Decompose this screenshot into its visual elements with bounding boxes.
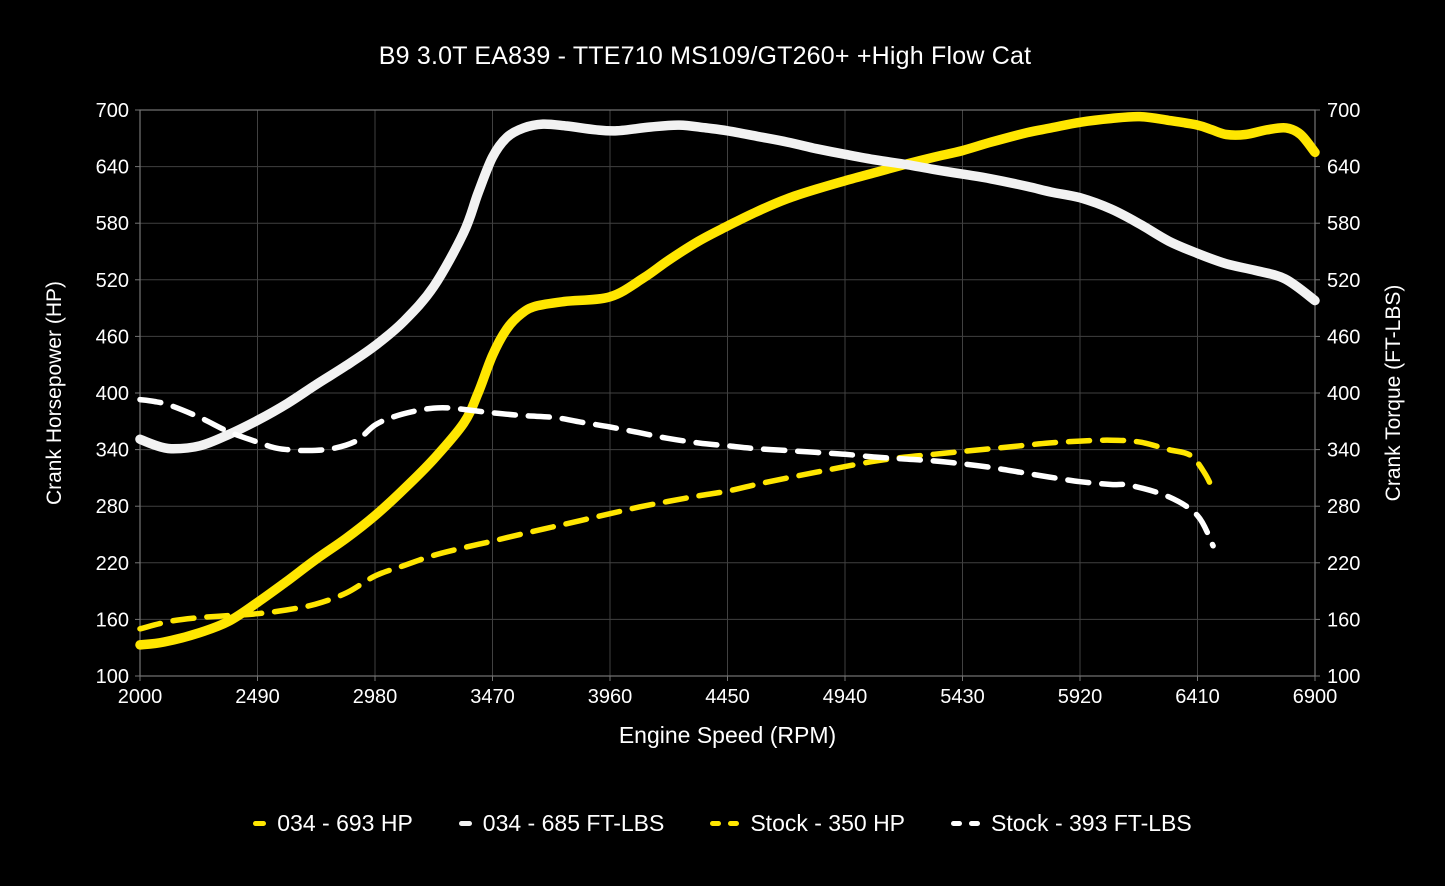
y-tick-label-left: 520: [96, 270, 129, 292]
y-tick-label-left: 580: [96, 213, 129, 235]
y-tick-label-right: 100: [1327, 666, 1360, 688]
y-tick-label-left: 100: [96, 666, 129, 688]
legend-marker-dashed-white: [951, 821, 981, 826]
plot-border: [139, 109, 1316, 677]
legend-label: 034 - 693 HP: [277, 810, 413, 836]
x-tick-label: 5920: [1058, 686, 1103, 708]
legend-label: Stock - 393 FT-LBS: [991, 810, 1192, 836]
y-tick-label-left: 460: [96, 326, 129, 348]
x-tick-label: 2490: [235, 686, 280, 708]
legend-item-stock-hp: Stock - 350 HP: [710, 810, 905, 837]
x-tick-label: 2000: [118, 686, 163, 708]
y-tick-label-right: 220: [1327, 553, 1360, 575]
chart-title: B9 3.0T EA839 - TTE710 MS109/GT260+ +Hig…: [378, 42, 1032, 70]
curve-034-685-ft-lbs: [135, 119, 1320, 454]
x-tick-label: 2980: [353, 686, 398, 708]
y-tick-label-right: 280: [1327, 496, 1360, 518]
y-tick-label-right: 520: [1327, 270, 1360, 292]
curve-034-693-hp: [135, 111, 1320, 650]
x-tick-label: 4450: [705, 686, 750, 708]
y-tick-label-right: 460: [1327, 326, 1360, 348]
legend-item-stock-torque: Stock - 393 FT-LBS: [951, 810, 1192, 837]
legend-label: Stock - 350 HP: [750, 810, 906, 836]
y-tick-label-left: 640: [96, 157, 129, 179]
y-tick-label-left: 340: [96, 440, 129, 462]
x-axis-label: Engine Speed (RPM): [618, 722, 837, 748]
x-tick-label: 4940: [823, 686, 868, 708]
y-tick-label-right: 400: [1327, 383, 1360, 405]
y-tick-label-right: 640: [1327, 157, 1360, 179]
x-tick-label: 6410: [1175, 686, 1220, 708]
y-tick-label-right: 580: [1327, 213, 1360, 235]
y-tick-label-right: 700: [1327, 100, 1360, 122]
y-tick-label-right: 340: [1327, 440, 1360, 462]
y-tick-label-right: 160: [1327, 609, 1360, 631]
x-tick-label: 3960: [588, 686, 633, 708]
y-tick-label-left: 160: [96, 609, 129, 631]
legend-marker-solid-white: [458, 821, 472, 826]
legend-marker-dashed-yellow: [710, 821, 740, 826]
y-tick-label-left: 700: [96, 100, 129, 122]
legend-item-034-hp: 034 - 693 HP: [253, 810, 413, 837]
y-tick-label-left: 400: [96, 383, 129, 405]
y-tick-label-left: 220: [96, 553, 129, 575]
x-tick-label: 3470: [470, 686, 515, 708]
curve-stock-393-ft-lbs: [137, 396, 1216, 549]
legend-label: 034 - 685 FT-LBS: [482, 810, 665, 836]
x-tick-label: 5430: [940, 686, 985, 708]
legend-marker-solid-yellow: [253, 821, 267, 826]
chart-legend: 034 - 693 HP 034 - 685 FT-LBS Stock - 35…: [0, 810, 1445, 837]
legend-item-034-torque: 034 - 685 FT-LBS: [458, 810, 665, 837]
x-tick-label: 6900: [1293, 686, 1338, 708]
y-tick-label-left: 280: [96, 496, 129, 518]
curve-stock-350-hp: [137, 437, 1216, 632]
